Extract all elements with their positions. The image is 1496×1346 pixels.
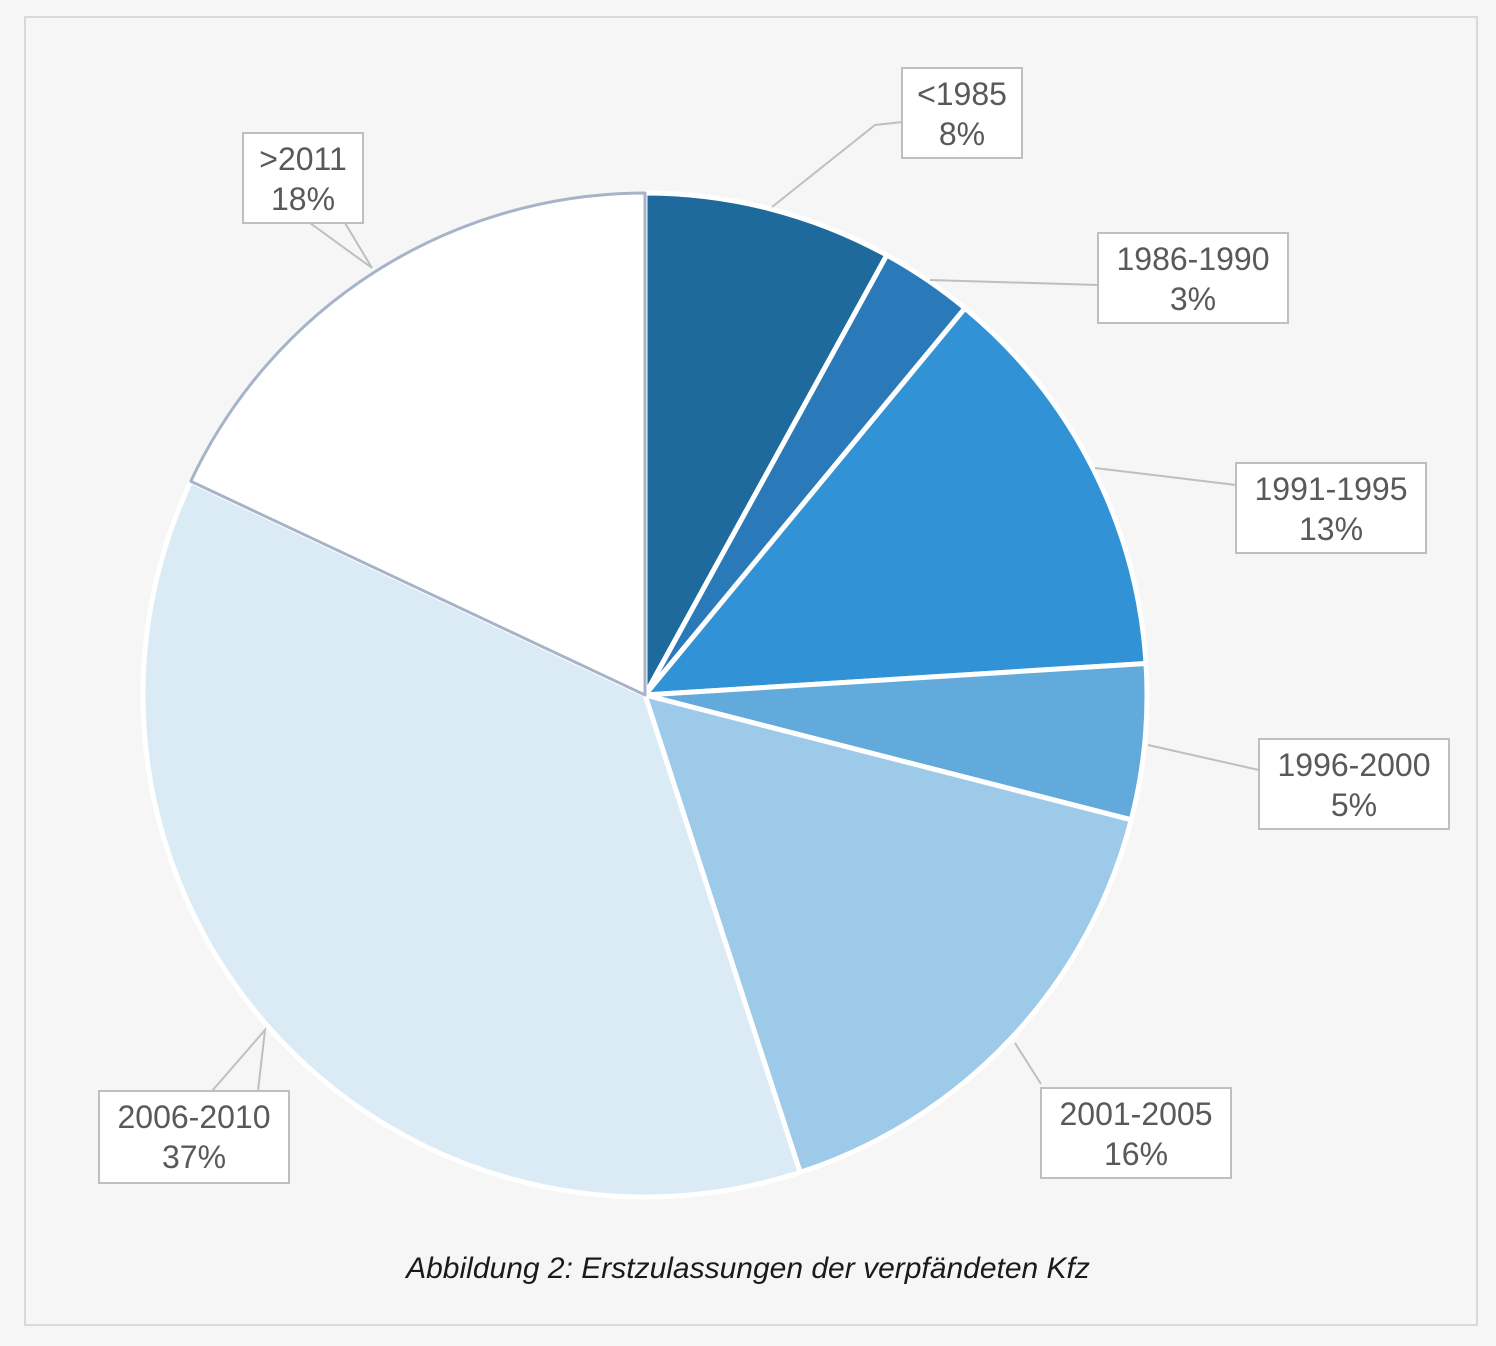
callout-category-1: 1986-1990 bbox=[1116, 241, 1269, 277]
callout-leader-0 bbox=[771, 121, 903, 208]
pie-slice-3 bbox=[642, 660, 1150, 823]
callout-leader-1 bbox=[929, 279, 1099, 286]
chart-caption: Abbildung 2: Erstzulassungen der verpfän… bbox=[406, 1252, 1090, 1285]
callout-percent-3: 5% bbox=[1331, 787, 1377, 823]
callout-leader-6 bbox=[309, 222, 373, 269]
callout-box-0 bbox=[901, 67, 1023, 159]
pie-slice-2 bbox=[642, 305, 1149, 698]
callout-box-1 bbox=[1097, 232, 1289, 324]
pie-slice-4 bbox=[642, 692, 1134, 1175]
callout-box-4 bbox=[1040, 1087, 1232, 1179]
callout-percent-2: 13% bbox=[1299, 511, 1363, 547]
pie-slice-6 bbox=[189, 191, 647, 697]
callout-category-4: 2001-2005 bbox=[1059, 1096, 1212, 1132]
callout-category-0: <1985 bbox=[917, 76, 1007, 112]
callout-percent-6: 18% bbox=[271, 181, 335, 217]
callout-percent-1: 3% bbox=[1170, 281, 1216, 317]
callout-category-3: 1996-2000 bbox=[1277, 747, 1430, 783]
callout-box-2 bbox=[1235, 462, 1427, 554]
callout-leader-5 bbox=[211, 1026, 267, 1092]
callout-leader-4 bbox=[1014, 1042, 1042, 1085]
callout-percent-0: 8% bbox=[939, 116, 985, 152]
callout-category-2: 1991-1995 bbox=[1254, 471, 1407, 507]
pie-slice-5 bbox=[140, 478, 803, 1200]
callout-percent-4: 16% bbox=[1104, 1136, 1168, 1172]
callout-percent-5: 37% bbox=[162, 1139, 226, 1175]
callout-category-6: >2011 bbox=[259, 141, 347, 177]
callout-box-5 bbox=[98, 1090, 290, 1184]
pie-slice-0 bbox=[642, 190, 890, 698]
callout-box-6 bbox=[242, 132, 364, 224]
callout-leader-3 bbox=[1147, 744, 1260, 771]
callout-leader-2 bbox=[1094, 467, 1237, 486]
callout-category-5: 2006-2010 bbox=[117, 1099, 270, 1135]
callout-box-3 bbox=[1258, 738, 1450, 830]
